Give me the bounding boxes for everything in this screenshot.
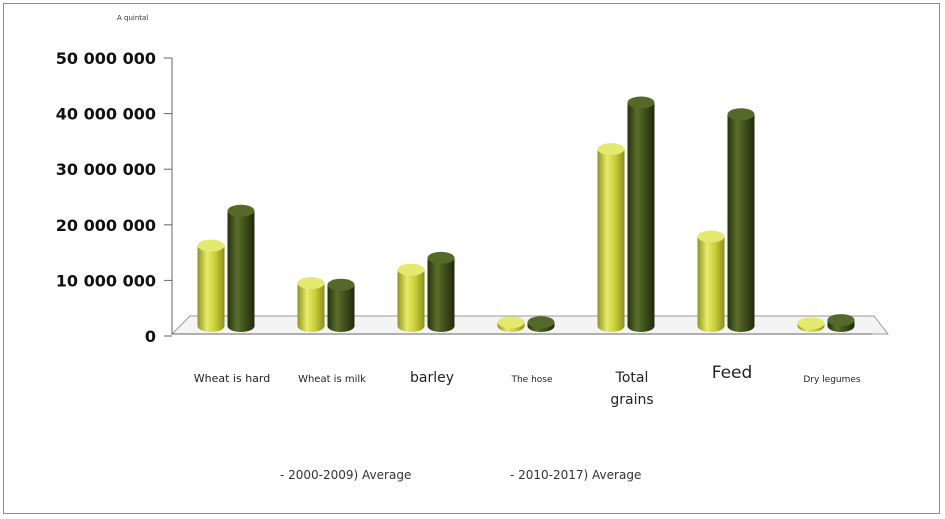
bar-top: [397, 263, 425, 276]
bar-series-1: [297, 277, 325, 332]
bar-top: [327, 278, 355, 291]
bar-body: [627, 102, 655, 332]
bar-top: [797, 317, 825, 330]
x-category-label: Total grains: [610, 370, 653, 408]
legend-label-series-2: - 2010-2017) Average: [510, 468, 641, 482]
y-tick-label: 50 000 000: [56, 49, 156, 68]
bar-body: [227, 210, 255, 332]
bar-top: [727, 108, 755, 121]
bar-top: [627, 96, 655, 109]
y-tick-label: 0: [145, 327, 156, 346]
bar-top: [427, 251, 455, 264]
legend-label-series-1: - 2000-2009) Average: [280, 468, 411, 482]
bar-series-2: [327, 278, 355, 332]
y-axis-ticks: 0 10 000 000 20 000 000 30 000 000 40 000 00…: [56, 49, 173, 346]
legend: - 2000-2009) Average - 2010-2017) Averag…: [280, 468, 641, 482]
chart-frame: A quintal 0 10 000 000 20 000 000 30 000 00…: [3, 3, 940, 514]
bars: [197, 96, 855, 332]
bar-series-1: [697, 230, 725, 332]
bar-chart: A quintal 0 10 000 000 20 000 000 30 000 00…: [56, 14, 890, 482]
x-category-label: Wheat is milk: [298, 374, 366, 385]
unit-label: A quintal: [117, 14, 148, 22]
x-category-label: Feed: [712, 363, 753, 383]
bar-series-2: [427, 251, 455, 332]
y-tick-label: 20 000 000: [56, 216, 156, 235]
bar-series-2: [827, 314, 855, 332]
bar-body: [597, 149, 625, 332]
bar-body: [727, 114, 755, 332]
bar-top: [527, 316, 555, 329]
x-category-label: Wheat is hard: [194, 372, 270, 385]
bar-body: [197, 245, 225, 332]
bar-body: [297, 283, 325, 332]
bar-series-1: [797, 317, 825, 332]
bar-series-1: [597, 143, 625, 332]
y-tick-label: 10 000 000: [56, 271, 156, 290]
x-axis-labels: Wheat is hard Wheat is milk barley The hose…: [194, 363, 861, 408]
bar-top: [497, 316, 525, 329]
bar-top: [827, 314, 855, 327]
y-tick-label: 40 000 000: [56, 105, 156, 124]
bar-series-2: [727, 108, 755, 332]
x-category-label: The hose: [510, 375, 552, 385]
bar-series-2: [627, 96, 655, 332]
bar-series-2: [527, 316, 555, 332]
bar-series-2: [227, 204, 255, 332]
y-tick-label: 30 000 000: [56, 160, 156, 179]
x-category-label: barley: [410, 370, 454, 386]
bar-series-1: [397, 263, 425, 332]
bar-body: [327, 284, 355, 332]
bar-top: [197, 239, 225, 252]
bar-top: [227, 204, 255, 217]
bar-body: [427, 257, 455, 332]
bar-body: [697, 236, 725, 332]
bar-series-1: [197, 239, 225, 332]
bar-series-1: [497, 316, 525, 332]
x-category-label: Dry legumes: [803, 375, 861, 385]
bar-body: [397, 269, 425, 332]
bar-top: [297, 277, 325, 290]
bar-top: [697, 230, 725, 243]
bar-top: [597, 143, 625, 156]
